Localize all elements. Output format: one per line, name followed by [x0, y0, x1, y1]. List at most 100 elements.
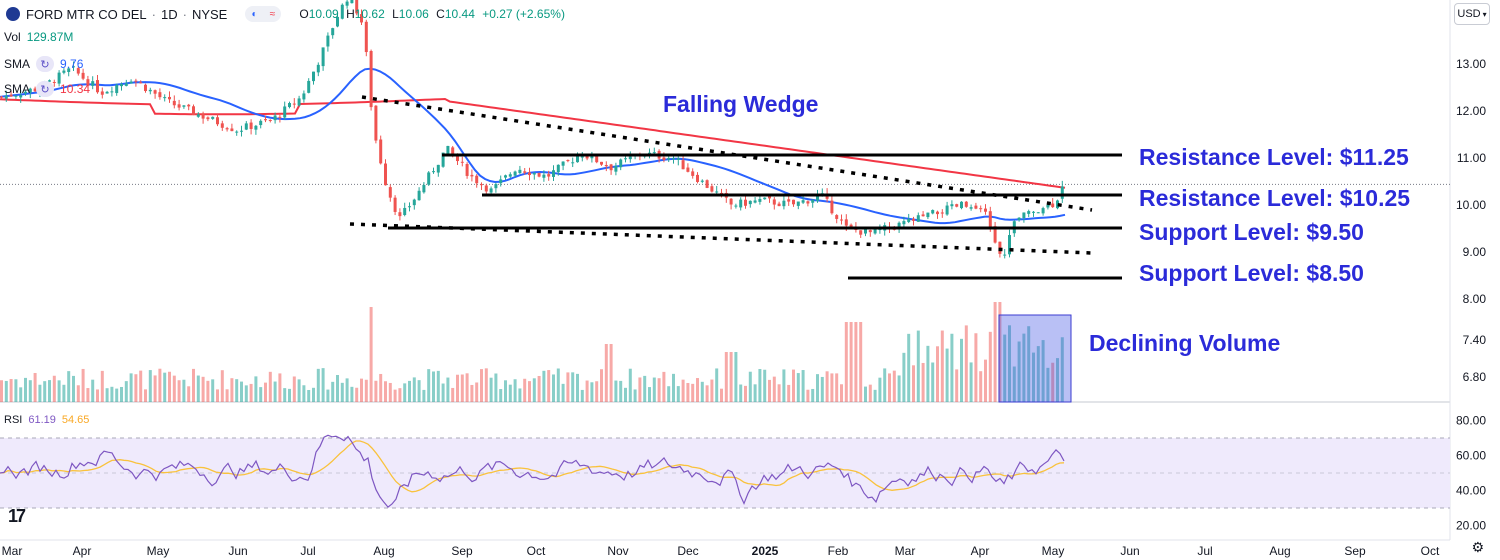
candle [24, 91, 27, 94]
volume-bar [974, 333, 978, 402]
volume-bar [984, 359, 987, 402]
volume-bar [100, 370, 104, 402]
gear-icon[interactable]: ⚙ [1471, 539, 1484, 555]
candle [547, 174, 551, 177]
candle [652, 152, 656, 154]
volume-bar [4, 380, 8, 402]
volume-bar [480, 369, 483, 402]
volume-bar [297, 379, 301, 402]
candle [787, 199, 791, 202]
candle [72, 66, 75, 68]
volume-bar [796, 373, 800, 402]
volume-bar [734, 352, 738, 402]
candle [1060, 186, 1064, 199]
candle [763, 197, 767, 200]
volume-bar [772, 376, 776, 402]
candle [432, 171, 435, 173]
volume-bar [0, 380, 3, 402]
volume-bar [211, 379, 215, 402]
candle [240, 130, 243, 132]
volume-bar [600, 369, 603, 402]
candle [950, 204, 954, 207]
volume-bar [528, 381, 531, 402]
volume-bar [105, 388, 109, 402]
candle [1017, 217, 1021, 220]
volume-bar [14, 379, 18, 402]
refresh-icon[interactable]: ↻ [36, 56, 55, 72]
volume-bar [182, 379, 186, 402]
volume-bar [868, 384, 872, 402]
candle [859, 230, 863, 235]
volume-bar [681, 379, 685, 402]
volume-bar [537, 375, 541, 402]
candle [758, 198, 762, 202]
volume-bar [825, 371, 829, 402]
volume-bar [676, 386, 680, 402]
candle [480, 184, 483, 186]
candle [244, 123, 248, 130]
candle [912, 218, 915, 221]
candle [964, 201, 968, 207]
volume-bar [201, 376, 205, 402]
volume-bar [801, 370, 805, 402]
candle [33, 88, 37, 92]
candle [571, 162, 575, 164]
refresh-icon[interactable]: ↻ [36, 81, 55, 97]
volume-bar [124, 381, 128, 402]
candle [849, 224, 853, 228]
volume-bar [979, 371, 983, 402]
currency-button[interactable]: USD ▾ [1454, 3, 1490, 25]
volume-bar [552, 374, 555, 402]
interval[interactable]: 1D [160, 6, 178, 22]
volume-bar [950, 333, 954, 402]
candle [398, 212, 402, 217]
candle [177, 104, 181, 108]
session-toggle-icon[interactable]: ◐ ≈ [245, 6, 282, 22]
candle [336, 16, 339, 27]
candle [844, 219, 848, 226]
x-tick-label: Jul [1197, 544, 1212, 558]
volume-bar [830, 373, 834, 402]
candle [201, 113, 205, 119]
volume-bar [840, 384, 843, 402]
x-tick-label: Aug [373, 544, 394, 558]
volume-bar [33, 372, 37, 402]
volume-bar [763, 369, 767, 402]
candle [48, 80, 51, 82]
volume-bar [1046, 367, 1050, 402]
x-tick-label: Jun [1120, 544, 1139, 558]
candle [268, 119, 272, 121]
volume-bar [926, 345, 930, 402]
volume-bar [393, 389, 397, 402]
volume-bar [62, 384, 66, 402]
candle [470, 174, 474, 177]
volume-bar [571, 372, 575, 402]
candle [907, 219, 911, 222]
symbol-name[interactable]: FORD MTR CO DEL [26, 6, 147, 22]
rsi-value: 61.19 [28, 414, 56, 426]
price-tick-label: 8.00 [1463, 292, 1487, 306]
candle [556, 164, 560, 173]
rsi-tick-label: 60.00 [1456, 449, 1486, 463]
candle [672, 158, 675, 160]
volume-bar [609, 344, 613, 402]
volume-bar [504, 380, 507, 402]
candle [532, 172, 536, 175]
volume-bar [38, 384, 42, 402]
price-tick-label: 11.00 [1457, 151, 1486, 165]
candle [91, 81, 95, 86]
ford-logo-icon [6, 7, 20, 21]
candle [340, 4, 344, 19]
rsi-indicator[interactable]: RSI 61.19 54.65 [4, 414, 89, 426]
candle [936, 211, 939, 215]
candle [57, 72, 61, 84]
sma1-indicator[interactable]: SMA ↻ 9.76 [4, 56, 83, 72]
sma2-indicator[interactable]: SMA ↻ 10.34 [4, 81, 90, 97]
candle [225, 128, 229, 130]
low-value: 10.06 [398, 7, 429, 21]
candle [868, 230, 872, 233]
volume-bar [811, 388, 815, 402]
candle [624, 158, 627, 160]
volume-indicator[interactable]: Vol 129.87M [4, 30, 73, 44]
